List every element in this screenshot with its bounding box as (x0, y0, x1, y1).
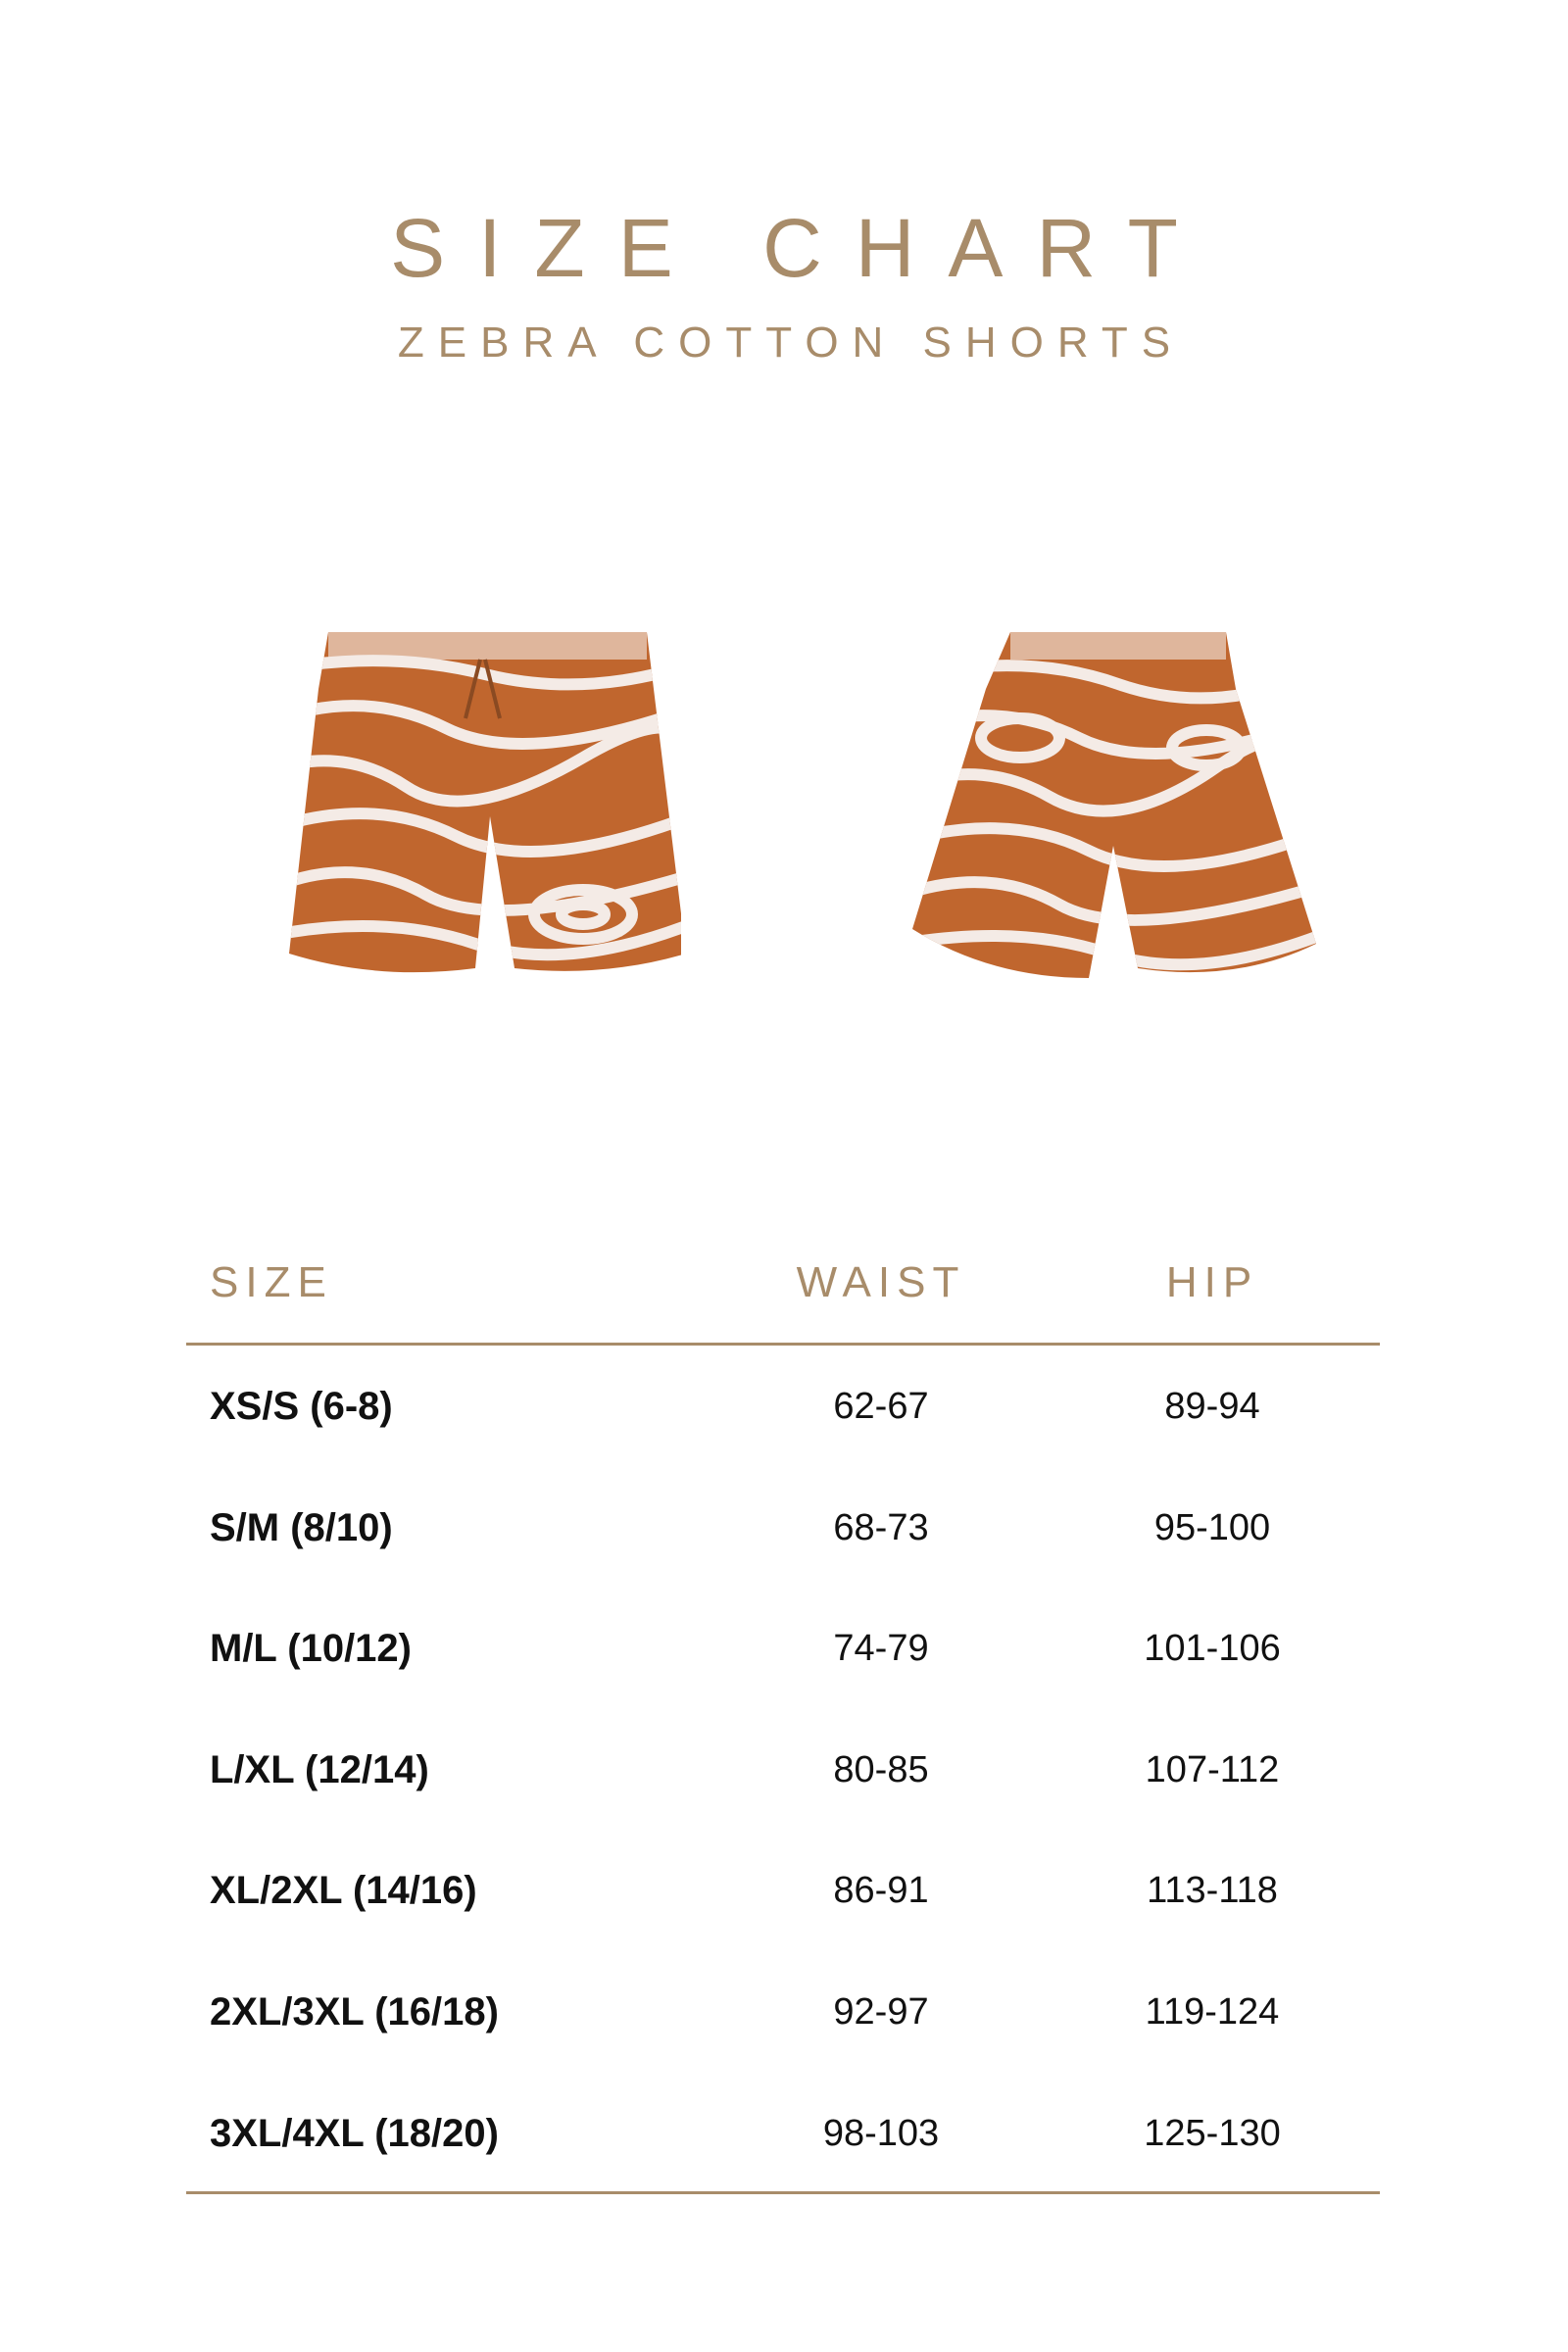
size-cell: S/M (8/10) (210, 1505, 393, 1549)
hip-cell: 89-94 (1164, 1386, 1260, 1427)
page-title: SIZE CHART (390, 202, 1211, 294)
hip-cell: 119-124 (1145, 1991, 1280, 2033)
table-bottom-divider (186, 2191, 1380, 2194)
size-cell: 2XL/3XL (16/18) (210, 1990, 499, 2034)
size-cell: 3XL/4XL (18/20) (210, 2111, 499, 2155)
table-row: 3XL/4XL (18/20) 98-103 125-130 (0, 2073, 1568, 2194)
header-divider (186, 1343, 1380, 1346)
table-row: XS/S (6-8) 62-67 89-94 (0, 1346, 1568, 1467)
table-row: XL/2XL (14/16) 86-91 113-118 (0, 1830, 1568, 1951)
waist-cell: 86-91 (833, 1870, 929, 1912)
table-row: S/M (8/10) 68-73 95-100 (0, 1467, 1568, 1589)
waist-cell: 74-79 (833, 1628, 929, 1670)
table-row: M/L (10/12) 74-79 101-106 (0, 1588, 1568, 1709)
hip-cell: 107-112 (1145, 1748, 1280, 1790)
table-row: 2XL/3XL (16/18) 92-97 119-124 (0, 1951, 1568, 2073)
size-cell: L/XL (12/14) (210, 1747, 429, 1791)
shorts-back-image (912, 632, 1316, 978)
waist-cell: 98-103 (822, 2112, 940, 2154)
hip-cell: 101-106 (1144, 1628, 1281, 1670)
hip-cell: 125-130 (1144, 2112, 1281, 2154)
column-header-size: SIZE (210, 1258, 333, 1306)
waist-cell: 92-97 (833, 1991, 929, 2033)
size-cell: M/L (10/12) (210, 1627, 412, 1671)
hip-cell: 95-100 (1153, 1506, 1271, 1548)
size-cell: XL/2XL (14/16) (210, 1869, 477, 1913)
column-header-waist: WAIST (796, 1258, 966, 1306)
waist-cell: 80-85 (833, 1748, 929, 1790)
product-subtitle: ZEBRA COTTON SHORTS (397, 318, 1185, 367)
waist-cell: 62-67 (833, 1386, 929, 1427)
size-cell: XS/S (6-8) (210, 1385, 393, 1428)
waist-cell: 68-73 (833, 1506, 929, 1548)
table-row: L/XL (12/14) 80-85 107-112 (0, 1709, 1568, 1831)
hip-cell: 113-118 (1147, 1870, 1278, 1912)
shorts-front-image (289, 632, 681, 973)
column-header-hip: HIP (1165, 1258, 1259, 1306)
